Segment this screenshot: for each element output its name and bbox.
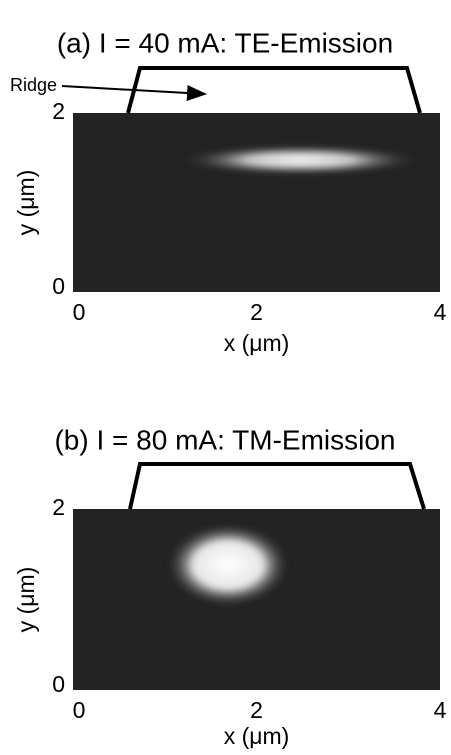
y-tick-label: 0: [52, 671, 65, 697]
x-tick-label: 4: [434, 697, 447, 723]
x-tick-label: 2: [250, 299, 263, 325]
x-tick-label: 2: [250, 697, 263, 723]
x-tick-label: 4: [434, 299, 447, 325]
x-axis-label: x (μm): [224, 723, 290, 749]
ridge-outline: [128, 462, 426, 510]
panel-title: (a) I = 40 mA: TE-Emission: [57, 27, 393, 58]
annotation-arrow: [61, 85, 207, 101]
emission-spot: [180, 145, 420, 175]
ridge-outline: [126, 66, 422, 114]
emission-spot: [166, 523, 290, 607]
ridge-annotation: Ridge: [10, 75, 57, 95]
y-axis-label: y (μm): [13, 170, 39, 236]
y-tick-label: 2: [52, 494, 65, 520]
x-axis-label: x (μm): [224, 330, 290, 356]
panel-title: (b) I = 80 mA: TM-Emission: [54, 424, 395, 455]
x-tick-label: 0: [73, 697, 86, 723]
image-field: [73, 113, 440, 292]
x-tick-label: 0: [73, 299, 86, 325]
y-tick-label: 2: [52, 98, 65, 124]
y-tick-label: 0: [52, 273, 65, 299]
y-axis-label: y (μm): [13, 567, 39, 633]
